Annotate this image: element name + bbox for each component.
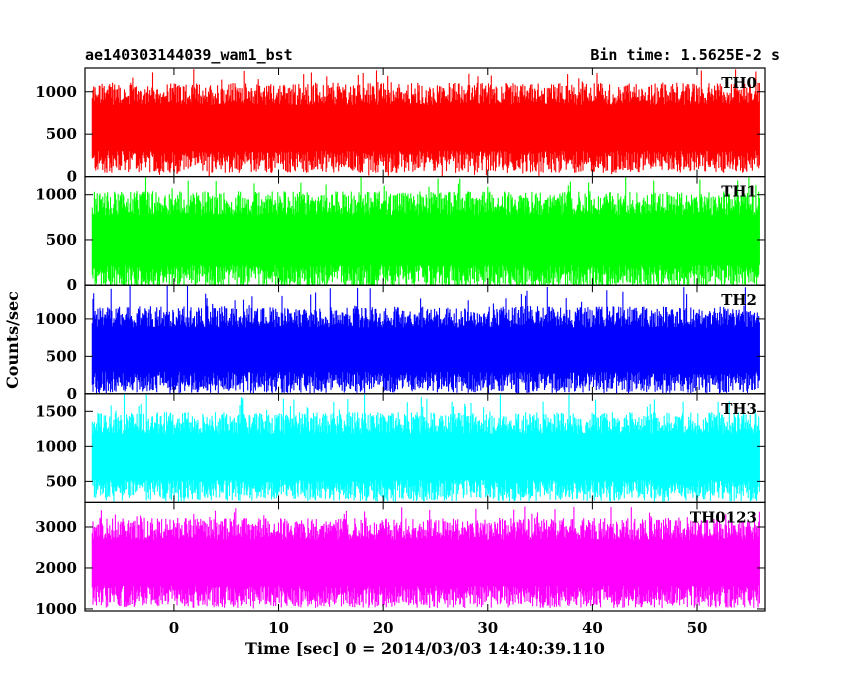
y-tick-label: 0 <box>67 276 77 294</box>
y-tick-label: 500 <box>46 231 77 249</box>
x-tick-label: 10 <box>268 619 289 637</box>
x-tick-label: 30 <box>477 619 498 637</box>
panel-label: TH0 <box>721 74 757 92</box>
y-tick-label: 500 <box>46 347 77 365</box>
y-tick-label: 1000 <box>35 83 77 101</box>
panel-th0123: 1000 2000 3000 TH0123 <box>35 501 766 618</box>
panel-label: TH1 <box>721 183 757 201</box>
panel-label: TH0123 <box>690 508 757 526</box>
panel-stack: 0 500 1000 TH0 0 500 1000 TH1 0 500 1000 TH2 500 1000… <box>35 67 766 618</box>
y-tick-label: 0 <box>67 385 77 403</box>
x-tick-label: 50 <box>687 619 708 637</box>
y-tick-label: 500 <box>46 472 77 490</box>
panel-th0: 0 500 1000 TH0 <box>35 67 766 186</box>
y-tick-label: 3000 <box>35 518 77 536</box>
x-axis-label: Time [sec] 0 = 2014/03/03 14:40:39.110 <box>245 639 605 658</box>
panel-frame <box>84 501 766 612</box>
panel-label: TH2 <box>721 291 757 309</box>
y-tick-label: 2000 <box>35 559 77 577</box>
chart-title-right: Bin time: 1.5625E-2 s <box>590 46 780 64</box>
series-th0123 <box>91 506 760 609</box>
x-tick-label: 40 <box>582 619 603 637</box>
y-tick-label: 1000 <box>35 600 77 618</box>
y-tick-label: 1500 <box>35 402 77 420</box>
series-th3 <box>91 393 760 502</box>
y-tick-label: 1000 <box>35 310 77 328</box>
y-tick-label: 1000 <box>35 437 77 455</box>
y-axis-label: Counts/sec <box>3 291 22 389</box>
y-tick-label: 1000 <box>35 186 77 204</box>
panel-label: TH3 <box>721 400 757 418</box>
x-tick-label: 20 <box>373 619 394 637</box>
x-tick-label: 0 <box>169 619 179 637</box>
x-axis-ticks: 0 10 20 30 40 50 <box>169 619 708 637</box>
panel-th1: 0 500 1000 TH1 <box>35 176 766 294</box>
series-th0 <box>91 69 760 177</box>
y-tick-label: 500 <box>46 125 77 143</box>
series-th2 <box>91 285 760 394</box>
y-tick-label: 0 <box>67 168 77 186</box>
panel-th3: 500 1000 1500 TH3 <box>35 393 766 503</box>
panel-th2: 0 500 1000 TH2 <box>35 284 766 403</box>
series-th1 <box>91 176 760 286</box>
chart-title-left: ae140303144039_wam1_bst <box>85 46 293 64</box>
